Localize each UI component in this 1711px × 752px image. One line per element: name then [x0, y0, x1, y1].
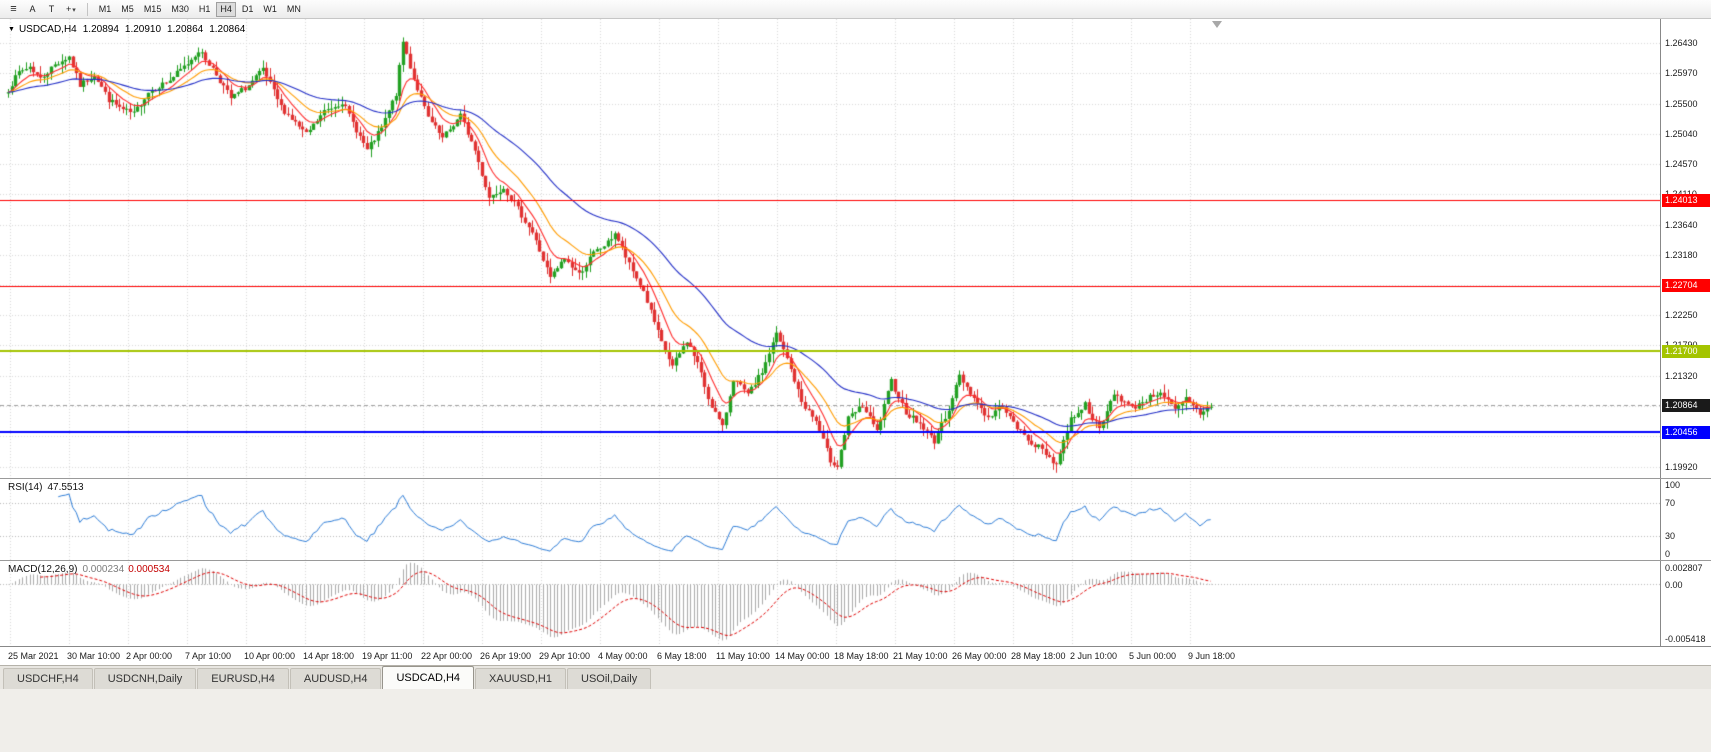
chart-shift-marker-icon[interactable] [1212, 21, 1222, 28]
macd-axis-top: 0.002807 [1665, 563, 1703, 573]
arrow-mode-button[interactable]: A [24, 2, 41, 17]
ohlc-open: 1.20894 [82, 24, 119, 35]
draw-icon: + [66, 3, 72, 14]
time-label: 14 May 00:00 [775, 651, 830, 661]
time-label: 6 May 18:00 [657, 651, 707, 661]
hline-price-label: 1.22704 [1662, 279, 1710, 292]
time-label: 18 May 18:00 [834, 651, 889, 661]
chart-tab-usdcnh-daily[interactable]: USDCNH,Daily [93, 668, 197, 689]
time-label: 30 Mar 10:00 [67, 651, 121, 661]
timeframe-button-h1[interactable]: H1 [195, 2, 215, 17]
time-label: 7 Apr 10:00 [185, 651, 232, 661]
time-label: 4 May 00:00 [598, 651, 648, 661]
ohlc-high: 1.20910 [124, 24, 162, 35]
time-label: 22 Apr 00:00 [421, 651, 473, 661]
hline-price-label: 1.20456 [1662, 426, 1710, 439]
timeframe-button-h4[interactable]: H4 [216, 1, 236, 17]
time-label: 11 May 10:00 [716, 651, 770, 661]
timeframe-button-m30[interactable]: M30 [167, 2, 193, 17]
last-price-label: 1.20864 [1662, 399, 1710, 412]
price-tick: 1.19920 [1665, 461, 1698, 472]
chart-tab-usdchf-h4[interactable]: USDCHF,H4 [3, 668, 93, 689]
price-tick: 1.24570 [1665, 159, 1698, 170]
macd-main-value: 0.000234 [82, 564, 125, 575]
time-label: 26 May 00:00 [952, 651, 1007, 661]
time-label: 10 Apr 00:00 [244, 651, 296, 661]
menu-icon: ≡ [10, 3, 17, 15]
charts-menu-button[interactable]: ≡ [5, 2, 22, 17]
rsi-name: RSI(14) [8, 482, 43, 493]
time-label: 5 Jun 00:00 [1129, 651, 1177, 661]
time-label: 19 Apr 11:00 [362, 651, 413, 661]
chart-tab-xauusd-h1[interactable]: XAUUSD,H1 [475, 668, 566, 689]
price-tick: 1.25970 [1665, 68, 1698, 79]
timeframe-button-m5[interactable]: M5 [117, 2, 138, 17]
text-tool-button[interactable]: T [43, 2, 60, 17]
time-label: 26 Apr 19:00 [480, 651, 532, 661]
time-label: 2 Jun 10:00 [1070, 651, 1118, 661]
status-area [0, 689, 1711, 752]
ohlc-close: 1.20864 [209, 24, 246, 35]
price-tick: 1.26430 [1665, 38, 1698, 49]
chart-tab-audusd-h4[interactable]: AUDUSD,H4 [289, 668, 382, 689]
chart-canvas[interactable] [0, 19, 1660, 646]
timeframe-button-m15[interactable]: M15 [140, 2, 166, 17]
chart-symbol-period: USDCAD,H4 [18, 24, 77, 35]
rsi-axis-label: 0 [1665, 549, 1671, 559]
macd-axis-bottom: -0.005418 [1665, 634, 1706, 644]
chart-tabs: USDCHF,H4 USDCNH,Daily EURUSD,H4 AUDUSD,H4 U… [0, 665, 1711, 689]
price-tick: 1.22250 [1665, 310, 1698, 321]
price-tick: 1.23180 [1665, 249, 1698, 260]
rsi-axis-label: 100 [1665, 480, 1681, 490]
chart-tab-usoil-daily[interactable]: USOil,Daily [567, 668, 652, 689]
chart-tab-usdcad-h4[interactable]: USDCAD,H4 [382, 666, 475, 689]
timeframe-button-w1[interactable]: W1 [259, 2, 281, 17]
time-label: 25 Mar 2021 [8, 651, 59, 661]
chart-tab-eurusd-h4[interactable]: EURUSD,H4 [197, 668, 289, 689]
rsi-axis-label: 70 [1665, 498, 1676, 509]
ohlc-low: 1.20864 [167, 24, 204, 35]
price-tick: 1.25040 [1665, 128, 1698, 139]
price-axis[interactable]: 0.002807 0.00 -0.005418 1.26430 1.25970 1.… [1660, 19, 1711, 646]
price-tick: 1.23640 [1665, 219, 1698, 230]
hline-price-label: 1.24013 [1662, 194, 1710, 207]
time-label: 2 Apr 00:00 [126, 651, 173, 661]
timeframe-button-m1[interactable]: M1 [95, 2, 116, 17]
timeframe-group: M1 M5 M15 M30 H1 H4 D1 W1 MN [95, 1, 305, 17]
rsi-axis-label: 30 [1665, 530, 1676, 541]
rsi-indicator-label: RSI(14) 47.5513 [8, 482, 84, 493]
draw-tools-button[interactable]: +▾ [62, 2, 80, 17]
toolbar: ≡ A T +▾ M1 M5 M15 M30 H1 H4 D1 W1 MN [0, 0, 1711, 19]
rsi-value: 47.5513 [47, 482, 84, 493]
hline-price-label: 1.21700 [1662, 345, 1710, 358]
time-label: 28 May 18:00 [1011, 651, 1066, 661]
timeframe-button-d1[interactable]: D1 [238, 2, 258, 17]
macd-name: MACD(12,26,9) [8, 564, 78, 575]
macd-signal-value: 0.000534 [128, 564, 170, 575]
price-tick: 1.21320 [1665, 370, 1698, 381]
pane-separator[interactable] [0, 560, 1711, 561]
price-tick: 1.25500 [1665, 98, 1698, 109]
pane-separator[interactable] [0, 478, 1711, 479]
time-label: 14 Apr 18:00 [303, 651, 355, 661]
window-marker-icon: ▼ [8, 26, 15, 33]
time-label: 21 May 10:00 [893, 651, 948, 661]
macd-indicator-label: MACD(12,26,9) 0.000234 0.000534 [8, 564, 170, 575]
time-label: 29 Apr 10:00 [539, 651, 591, 661]
toolbar-separator [86, 2, 88, 16]
chart-title: ▼ USDCAD,H4 1.20894 1.20910 1.20864 1.20864 [8, 24, 245, 35]
macd-axis-zero: 0.00 [1665, 580, 1683, 590]
timeframe-button-mn[interactable]: MN [283, 2, 305, 17]
time-label: 9 Jun 18:00 [1188, 651, 1236, 661]
chevron-down-icon: ▾ [72, 6, 76, 14]
time-axis[interactable]: 25 Mar 2021 30 Mar 10:00 2 Apr 00:00 7 Apr … [0, 646, 1711, 665]
